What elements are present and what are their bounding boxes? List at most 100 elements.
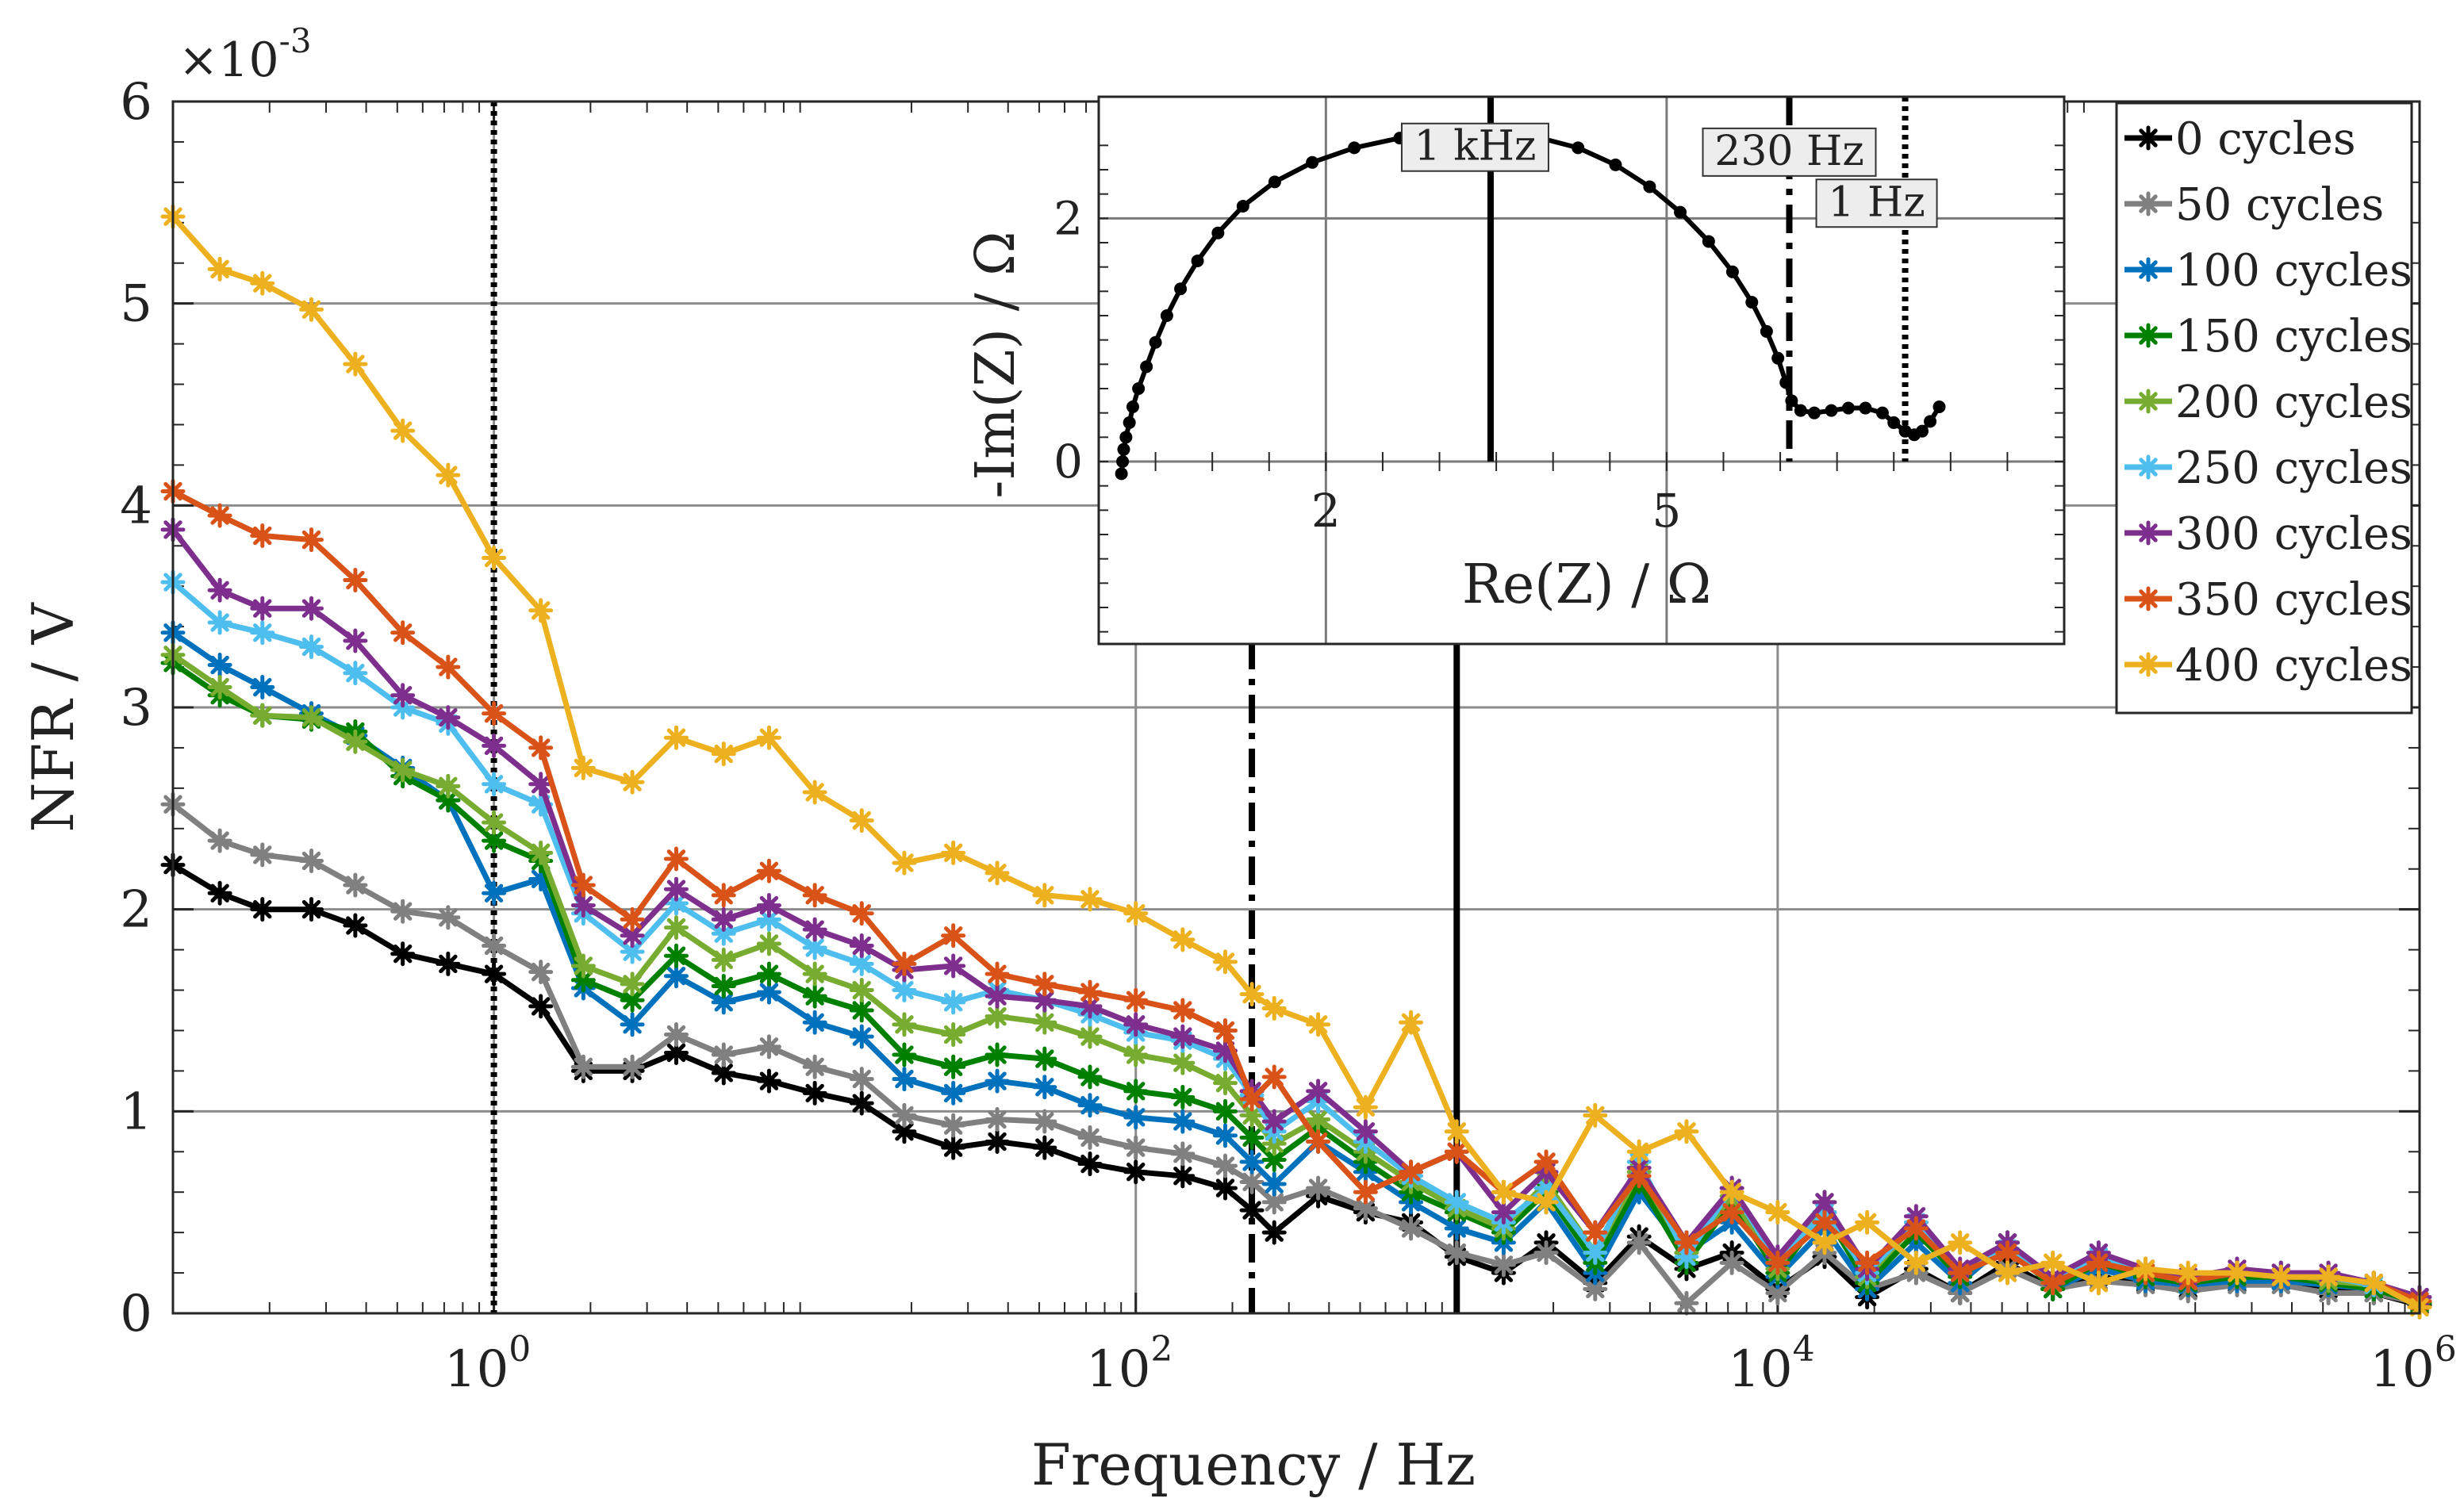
marker-core <box>991 1010 1004 1022</box>
data-point <box>1855 1209 1880 1235</box>
marker-core <box>947 847 959 859</box>
marker-core <box>1633 1146 1645 1158</box>
data-point <box>436 462 461 488</box>
data-point <box>802 883 827 908</box>
legend-label: 200 cycles <box>2175 377 2412 428</box>
data-point <box>1533 1190 1559 1215</box>
marker-core <box>397 948 409 960</box>
data-point <box>892 1012 917 1037</box>
y-tick-label: 5 <box>120 275 152 334</box>
data-point <box>756 1068 781 1094</box>
data-point <box>1399 1216 1424 1241</box>
marker-core <box>213 887 226 899</box>
marker-core <box>1038 994 1050 1006</box>
marker-core <box>1451 1196 1463 1209</box>
data-point <box>756 725 781 750</box>
x-tick-exponent: 2 <box>1150 1329 1173 1370</box>
inset-data-point <box>1123 416 1136 429</box>
data-point <box>984 1107 1010 1132</box>
marker-core <box>305 855 317 867</box>
data-point <box>2175 1260 2201 1286</box>
data-point <box>620 769 645 795</box>
marker-core <box>305 711 317 723</box>
legend: 0 cycles 50 cycles 100 cycles 150 cycles 200… <box>2115 102 2413 715</box>
data-point <box>482 772 507 797</box>
y-axis-multiplier: ×10-3 <box>178 21 312 88</box>
marker-core <box>1954 1266 1966 1279</box>
data-point <box>1674 1244 1699 1270</box>
data-point <box>528 598 554 623</box>
series-350-cycles <box>160 479 2432 1314</box>
data-point <box>1306 1012 1331 1037</box>
data-point <box>250 675 275 700</box>
marker-core <box>1176 933 1188 946</box>
x-tick-base: 10 <box>1086 1340 1150 1399</box>
data-point <box>436 951 461 976</box>
marker-core <box>808 968 821 980</box>
data-point <box>1855 1250 1880 1275</box>
marker-core <box>1038 1081 1050 1093</box>
marker-core <box>947 1029 959 1040</box>
inset-data-point <box>1132 382 1146 395</box>
data-point <box>1353 1196 1378 1221</box>
marker-core <box>1771 1287 1784 1299</box>
x-axis-label: Frequency / Hz <box>1031 1431 1476 1498</box>
inset-data-point <box>1760 324 1773 338</box>
data-point <box>1077 979 1103 1005</box>
marker-core <box>1451 1247 1463 1259</box>
marker-core <box>488 968 500 980</box>
data-point <box>1212 1175 1238 1201</box>
data-point <box>1123 1105 1149 1130</box>
marker-core <box>2142 592 2155 605</box>
inset-data-point <box>1674 205 1687 219</box>
data-point <box>2086 1270 2111 1296</box>
data-point <box>802 780 827 805</box>
marker-core <box>256 627 268 638</box>
data-point <box>299 297 324 322</box>
data-point <box>1239 1198 1265 1223</box>
x-tick-label: 100 <box>444 1329 531 1399</box>
data-point <box>1212 1017 1238 1043</box>
data-point <box>620 971 645 997</box>
data-point <box>343 913 368 938</box>
legend-label: 150 cycles <box>2175 311 2412 362</box>
marker-core <box>1245 1109 1258 1121</box>
data-point <box>849 933 874 959</box>
marker-core <box>488 740 500 752</box>
marker-core <box>1130 1142 1142 1154</box>
data-point <box>1719 1179 1744 1205</box>
marker-core <box>763 899 775 911</box>
series-400-cycles <box>160 204 2432 1320</box>
data-point <box>1444 1190 1469 1215</box>
data-point <box>343 872 368 898</box>
marker-core <box>305 903 317 915</box>
legend-label: 50 cycles <box>2175 179 2384 231</box>
data-point <box>299 897 324 922</box>
data-point <box>1170 1024 1196 1049</box>
data-point <box>1032 883 1057 908</box>
marker-core <box>626 978 639 991</box>
data-point <box>390 899 416 924</box>
y-tick-label: 4 <box>120 477 152 535</box>
marker-core <box>626 776 639 788</box>
legend-item: 200 cycles <box>2124 377 2412 428</box>
marker-core <box>808 1017 821 1029</box>
marker-core <box>1360 1202 1372 1214</box>
marker-core <box>578 879 589 891</box>
data-point <box>390 941 416 967</box>
marker-core <box>1312 1182 1324 1194</box>
marker-core <box>1818 1196 1831 1209</box>
marker-core <box>578 960 589 972</box>
marker-core <box>2142 395 2155 408</box>
marker-core <box>1130 1111 1142 1124</box>
inset-data-point <box>1771 351 1785 365</box>
data-point <box>1306 1129 1331 1155</box>
marker-core <box>535 1000 547 1013</box>
data-point <box>1170 1141 1196 1167</box>
data-point <box>1261 995 1287 1021</box>
marker-core <box>2322 1271 2335 1283</box>
inset-annotation-label: 230 Hz <box>1714 128 1864 175</box>
data-point <box>849 1067 874 1092</box>
marker-core <box>2093 1277 2105 1289</box>
data-point <box>1032 1010 1057 1035</box>
